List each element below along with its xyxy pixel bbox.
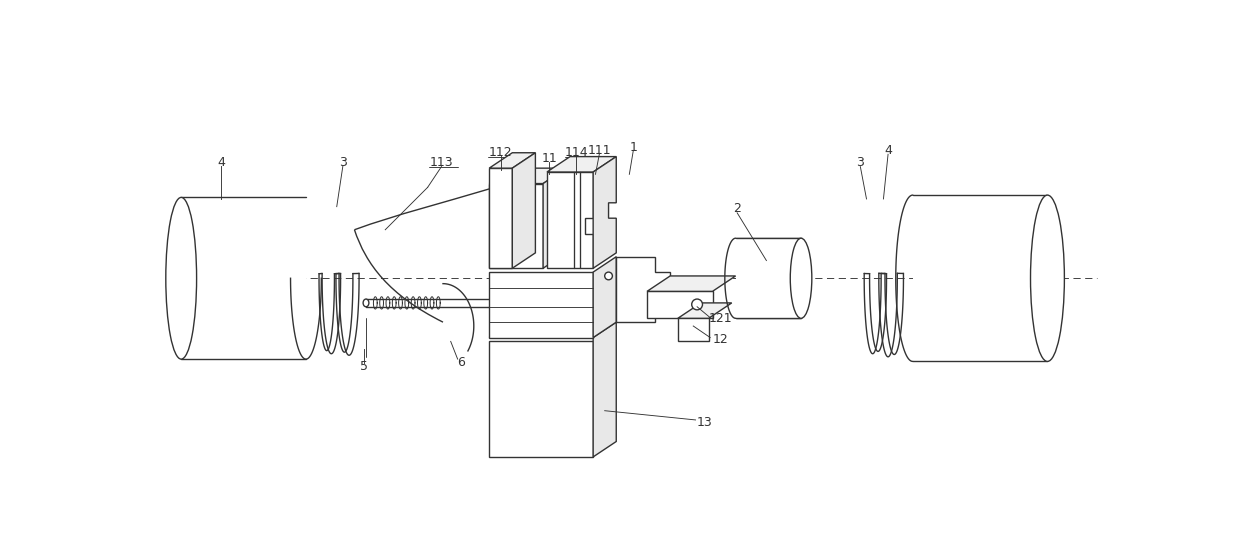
Polygon shape — [543, 168, 567, 268]
Polygon shape — [678, 318, 708, 341]
Ellipse shape — [790, 238, 812, 318]
Polygon shape — [490, 272, 593, 338]
Text: 121: 121 — [708, 312, 732, 325]
Text: 2: 2 — [733, 202, 742, 216]
Polygon shape — [490, 168, 567, 184]
Polygon shape — [490, 184, 543, 268]
Ellipse shape — [605, 272, 613, 280]
Text: 12: 12 — [712, 333, 728, 346]
Polygon shape — [735, 238, 801, 318]
Polygon shape — [547, 157, 616, 172]
Text: 1: 1 — [629, 141, 637, 154]
Polygon shape — [512, 153, 536, 268]
Polygon shape — [490, 341, 593, 457]
Polygon shape — [490, 153, 536, 168]
Polygon shape — [181, 197, 306, 359]
Polygon shape — [616, 257, 670, 322]
Ellipse shape — [363, 299, 368, 307]
Text: 5: 5 — [360, 360, 368, 373]
Polygon shape — [490, 322, 616, 338]
Text: 113: 113 — [429, 156, 454, 169]
Ellipse shape — [692, 299, 703, 310]
Text: 114: 114 — [564, 146, 588, 159]
Polygon shape — [647, 292, 713, 318]
Text: 11: 11 — [542, 151, 557, 165]
Polygon shape — [593, 157, 616, 268]
Polygon shape — [647, 276, 735, 292]
Text: 111: 111 — [588, 144, 611, 157]
Polygon shape — [678, 303, 732, 318]
Polygon shape — [593, 322, 616, 457]
Text: 3: 3 — [857, 156, 864, 169]
Text: 3: 3 — [339, 156, 347, 169]
Text: 4: 4 — [884, 144, 892, 157]
Text: 4: 4 — [217, 156, 226, 169]
Text: 6: 6 — [456, 356, 465, 370]
Ellipse shape — [166, 197, 197, 359]
Text: 13: 13 — [697, 416, 713, 429]
Ellipse shape — [491, 299, 497, 307]
Polygon shape — [547, 172, 593, 268]
Text: 112: 112 — [489, 146, 512, 159]
Polygon shape — [913, 195, 1048, 362]
Ellipse shape — [1030, 195, 1064, 362]
Polygon shape — [593, 257, 616, 338]
Polygon shape — [490, 168, 512, 268]
